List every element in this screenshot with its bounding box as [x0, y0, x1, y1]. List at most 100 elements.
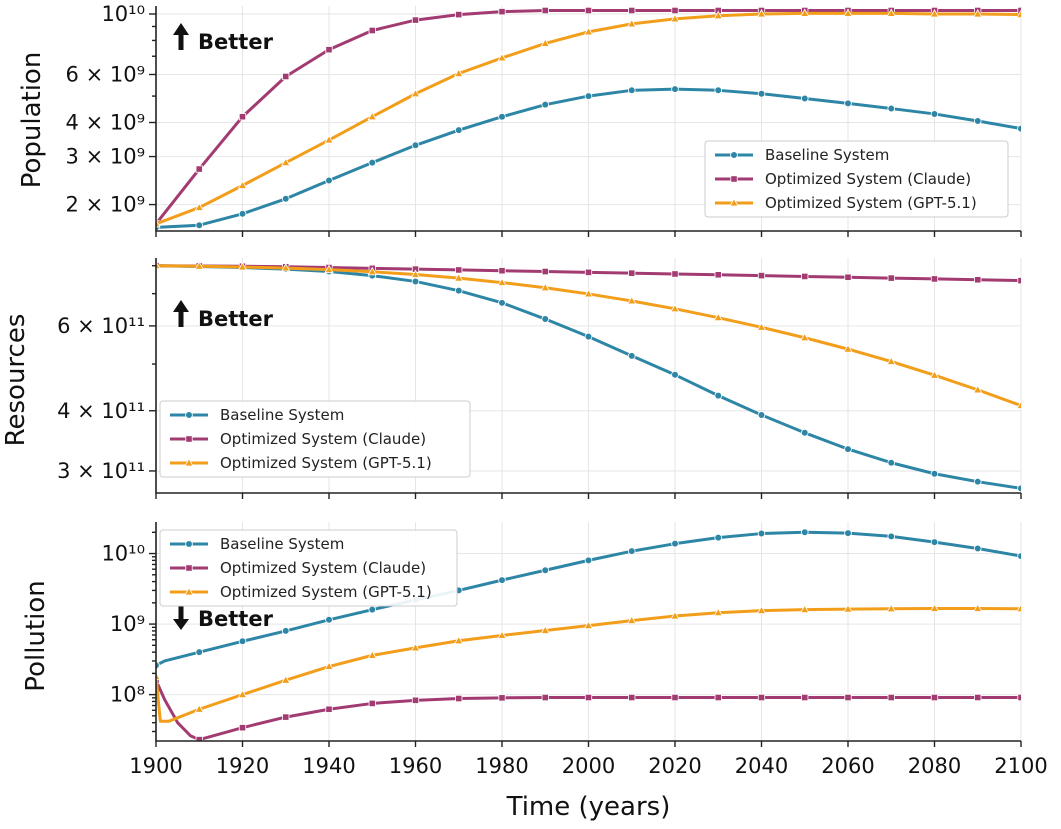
legend-marker: [185, 411, 193, 419]
data-point: [584, 332, 593, 341]
data-point: [1016, 400, 1021, 409]
data-point: [843, 8, 853, 17]
data-point: [844, 693, 852, 702]
data-point: [237, 689, 248, 699]
data-point: [756, 8, 767, 18]
x-tick-label: 1980: [475, 754, 528, 778]
data-point: [584, 556, 593, 565]
data-point: [671, 6, 679, 15]
data-point: [195, 648, 204, 656]
x-tick-label: 1940: [302, 754, 355, 778]
data-point: [584, 693, 593, 702]
data-point: [628, 693, 636, 702]
data-point: [843, 604, 853, 613]
legend-item: Optimized System (Claude): [170, 559, 426, 577]
legend-label: Baseline System: [220, 535, 344, 553]
data-point: [410, 269, 421, 278]
data-point: [671, 539, 679, 548]
data-point: [929, 603, 940, 612]
data-point: [973, 544, 982, 553]
data-point: [282, 713, 290, 721]
data-point: [325, 176, 333, 185]
x-tick-label: 2060: [821, 754, 874, 778]
legend-marker: [185, 564, 193, 572]
data-point: [325, 615, 333, 624]
data-point: [670, 13, 680, 23]
data-point: [541, 6, 549, 15]
data-point: [1017, 124, 1021, 133]
data-point: [627, 86, 636, 95]
data-point: [973, 117, 982, 125]
legend-item: Optimized System (GPT-5.1): [170, 454, 432, 472]
better-annotation: Better: [198, 30, 274, 54]
series-line: [156, 530, 1021, 667]
data-point: [714, 271, 722, 279]
data-point: [498, 694, 506, 702]
series-0: [156, 85, 1021, 231]
data-point: [930, 469, 939, 478]
data-point: [498, 299, 506, 307]
data-point: [973, 8, 983, 18]
data-point: [497, 277, 507, 286]
data-point: [973, 384, 983, 394]
legend-marker: [184, 586, 194, 596]
data-point: [1017, 484, 1021, 493]
data-point: [974, 693, 982, 702]
legend-marker: [185, 540, 193, 548]
data-point: [281, 627, 290, 635]
data-point: [930, 693, 939, 702]
data-point: [368, 605, 377, 614]
data-point: [584, 268, 593, 276]
data-point: [670, 611, 680, 620]
data-point: [627, 295, 637, 305]
legend: Baseline System Optimized System (Claude)…: [159, 529, 458, 607]
data-point: [973, 477, 982, 486]
data-point: [671, 370, 679, 379]
data-point: [627, 352, 636, 360]
data-point: [757, 529, 766, 538]
data-point: [973, 603, 983, 612]
data-point: [411, 141, 420, 150]
x-tick-label: 2100: [994, 754, 1047, 778]
data-point: [367, 111, 377, 121]
data-point: [627, 615, 637, 625]
y-tick-label: 4 × 10⁹: [66, 111, 145, 135]
legend-box: [159, 400, 471, 478]
data-point: [325, 705, 333, 713]
data-point: [368, 699, 376, 708]
legend-label: Optimized System (GPT-5.1): [765, 194, 977, 212]
data-point: [670, 303, 680, 313]
arrow-up-icon: [173, 23, 189, 50]
data-point: [627, 18, 637, 28]
series-1: [156, 676, 1021, 741]
legend-item: Optimized System (GPT-5.1): [170, 583, 432, 601]
data-point: [194, 704, 204, 713]
x-tick-label: 1960: [389, 754, 442, 778]
data-point: [800, 332, 810, 342]
arrow-up-icon: [173, 300, 189, 327]
x-tick-label: 2040: [735, 754, 788, 778]
data-point: [238, 637, 247, 646]
y-axis-label: Population: [17, 52, 47, 189]
data-point: [498, 112, 506, 121]
data-point: [156, 671, 161, 681]
legend-label: Optimized System (GPT-5.1): [220, 583, 432, 601]
data-point: [801, 693, 809, 702]
legend-item: Baseline System: [715, 146, 889, 164]
data-point: [584, 92, 593, 100]
data-point: [800, 94, 809, 103]
data-point: [497, 52, 507, 62]
panel-population: 2 × 10⁹ 3 × 10⁹ 4 × 10⁹ 6 × 10⁹ 10¹⁰ Populati…: [17, 2, 1022, 237]
data-point: [540, 625, 550, 634]
data-point: [455, 266, 463, 274]
data-point: [325, 46, 333, 54]
data-point: [411, 277, 420, 286]
legend-label: Baseline System: [220, 406, 344, 424]
legend-item: Optimized System (Claude): [715, 170, 971, 188]
legend-marker: [730, 175, 738, 183]
y-tick-label: 4 × 10¹¹: [57, 399, 145, 423]
data-point: [455, 694, 463, 703]
data-point: [930, 110, 939, 118]
data-point: [801, 272, 809, 281]
